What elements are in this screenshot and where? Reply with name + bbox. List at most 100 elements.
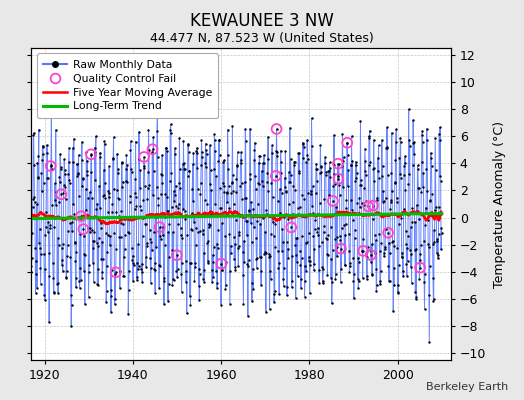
Point bbox=[119, 273, 128, 279]
Point bbox=[423, 217, 432, 224]
Point bbox=[335, 192, 344, 198]
Point bbox=[182, 279, 190, 285]
Point bbox=[292, 259, 301, 265]
Point bbox=[269, 232, 278, 239]
Point bbox=[274, 248, 282, 255]
Point bbox=[367, 241, 376, 247]
Point bbox=[80, 250, 89, 257]
Point bbox=[352, 158, 360, 165]
Point bbox=[138, 279, 146, 285]
Point bbox=[66, 254, 74, 260]
Point bbox=[119, 221, 127, 227]
Point bbox=[104, 209, 112, 216]
Point bbox=[216, 185, 224, 191]
Point bbox=[202, 151, 211, 158]
Point bbox=[387, 199, 395, 206]
Point bbox=[278, 226, 287, 233]
Point bbox=[374, 168, 383, 174]
Point bbox=[2, 164, 10, 170]
Point bbox=[253, 255, 261, 261]
Point bbox=[316, 142, 324, 148]
Point bbox=[218, 220, 226, 226]
Point bbox=[80, 268, 88, 274]
Point bbox=[137, 266, 145, 272]
Point bbox=[115, 213, 123, 219]
Point bbox=[371, 250, 379, 257]
Point bbox=[436, 177, 445, 184]
Point bbox=[402, 273, 411, 279]
Point bbox=[110, 186, 118, 192]
Point bbox=[293, 273, 302, 279]
Point bbox=[364, 244, 372, 250]
Point bbox=[86, 189, 94, 196]
Point bbox=[329, 198, 337, 204]
Point bbox=[323, 251, 331, 258]
Point bbox=[432, 212, 441, 219]
Point bbox=[327, 275, 335, 282]
Point bbox=[283, 284, 291, 290]
Point bbox=[7, 158, 15, 165]
Point bbox=[88, 195, 96, 201]
Point bbox=[114, 166, 122, 172]
Point bbox=[259, 215, 268, 221]
Point bbox=[122, 152, 130, 158]
Point bbox=[206, 181, 214, 187]
Point bbox=[369, 137, 378, 143]
Point bbox=[56, 151, 64, 158]
Point bbox=[193, 144, 201, 151]
Point bbox=[332, 234, 341, 240]
Point bbox=[255, 153, 264, 159]
Point bbox=[83, 158, 92, 164]
Point bbox=[404, 233, 412, 239]
Point bbox=[270, 288, 279, 294]
Point bbox=[375, 248, 384, 254]
Point bbox=[415, 275, 423, 282]
Point bbox=[77, 276, 85, 283]
Point bbox=[161, 214, 169, 220]
Point bbox=[172, 252, 181, 258]
Point bbox=[319, 266, 328, 272]
Point bbox=[361, 158, 369, 164]
Point bbox=[378, 137, 386, 143]
Point bbox=[275, 260, 283, 266]
Point bbox=[328, 279, 336, 286]
Point bbox=[312, 161, 321, 167]
Point bbox=[320, 196, 329, 202]
Point bbox=[66, 220, 74, 226]
Point bbox=[263, 170, 271, 176]
Point bbox=[177, 271, 185, 277]
Point bbox=[284, 255, 292, 262]
Point bbox=[356, 204, 364, 210]
Point bbox=[239, 272, 247, 278]
Point bbox=[178, 234, 187, 241]
Point bbox=[423, 137, 431, 144]
Point bbox=[422, 165, 431, 172]
Point bbox=[406, 224, 414, 230]
Point bbox=[346, 262, 354, 269]
Point bbox=[159, 275, 168, 282]
Point bbox=[149, 192, 157, 198]
Point bbox=[296, 248, 304, 254]
Point bbox=[417, 242, 425, 248]
Point bbox=[209, 252, 217, 258]
Point bbox=[240, 258, 248, 265]
Point bbox=[284, 216, 292, 222]
Point bbox=[331, 181, 339, 188]
Point bbox=[60, 182, 68, 188]
Point bbox=[342, 205, 351, 211]
Point bbox=[352, 162, 361, 168]
Point bbox=[392, 126, 400, 132]
Point bbox=[69, 200, 77, 207]
Point bbox=[328, 300, 336, 307]
Point bbox=[151, 290, 159, 296]
Point bbox=[89, 245, 97, 251]
Point bbox=[238, 248, 247, 255]
Point bbox=[169, 276, 177, 282]
Point bbox=[212, 173, 220, 180]
Point bbox=[195, 265, 203, 272]
Point bbox=[336, 279, 345, 285]
Point bbox=[28, 204, 37, 210]
Point bbox=[121, 232, 129, 238]
Point bbox=[99, 256, 107, 262]
Point bbox=[427, 150, 435, 156]
